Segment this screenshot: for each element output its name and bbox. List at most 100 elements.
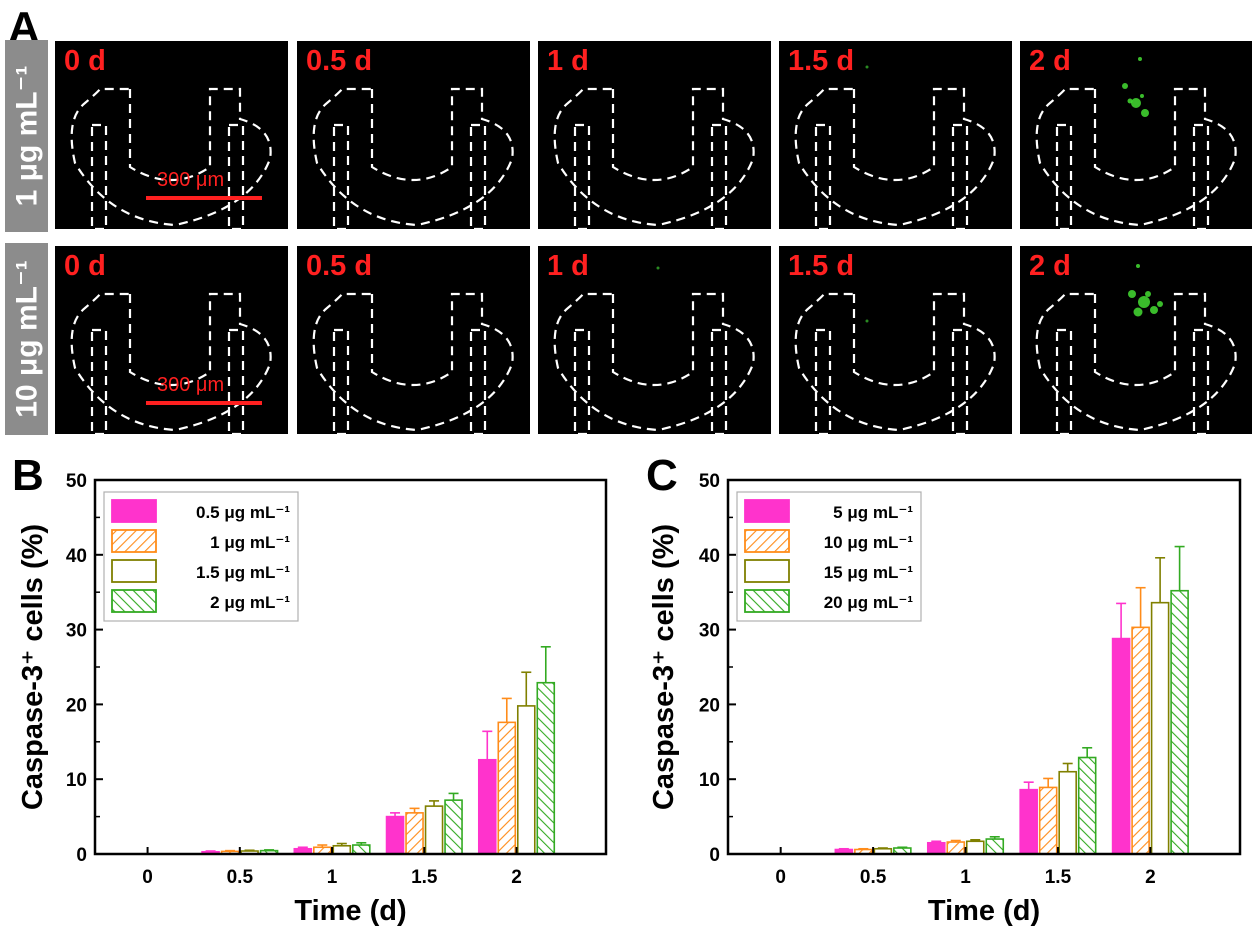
time-label: 1 d	[547, 250, 589, 282]
y-tick-label: 10	[699, 770, 720, 791]
legend-swatch	[744, 499, 790, 523]
time-label: 1.5 d	[788, 45, 855, 77]
legend-label: 5 μg mL⁻¹	[833, 503, 913, 522]
bar	[1131, 626, 1150, 855]
legend-label: 10 μg mL⁻¹	[824, 533, 914, 552]
x-tick-label: 1.5	[1045, 867, 1072, 888]
bar	[1038, 786, 1058, 855]
y-tick-label: 40	[699, 546, 720, 567]
tissue-outline	[553, 87, 755, 229]
x-axis-label: Time (d)	[294, 895, 406, 927]
y-axis-label: Caspase-3⁺ cells (%)	[648, 524, 680, 810]
x-tick-label: 1	[960, 867, 971, 888]
legend-swatch	[744, 529, 790, 553]
x-tick-label: 0.5	[227, 867, 254, 888]
legend-swatch	[111, 589, 157, 613]
bar	[926, 841, 946, 855]
tissue-outline	[794, 65, 996, 229]
legend-label: 1 μg mL⁻¹	[210, 533, 290, 552]
y-tick-label: 0	[709, 845, 720, 866]
bar	[405, 812, 424, 855]
tissue-outline	[1035, 264, 1237, 434]
row-label-text: 10 μg mL⁻¹	[10, 260, 43, 418]
x-tick-label: 2	[511, 867, 522, 888]
bar	[1111, 637, 1131, 855]
legend-swatch	[744, 559, 790, 583]
tissue-outline	[794, 292, 996, 434]
tissue-outline	[70, 87, 272, 229]
plot-frame	[726, 478, 1242, 856]
bar	[965, 840, 985, 855]
bar	[385, 815, 405, 855]
legend-swatch	[744, 589, 790, 613]
y-tick-label: 30	[66, 621, 87, 642]
plot-frame	[93, 478, 608, 856]
bar	[985, 838, 1005, 855]
y-tick-label: 50	[699, 471, 720, 492]
scale-bar-label: 300 μm	[157, 374, 225, 396]
x-axis-label: Time (d)	[928, 895, 1040, 927]
x-tick-label: 0	[775, 867, 786, 888]
legend-swatch	[111, 559, 157, 583]
micrograph-tile: 1 d	[538, 246, 771, 434]
tissue-outline	[553, 266, 755, 434]
bar	[352, 844, 371, 855]
micrograph-tile: 2 d	[1020, 246, 1252, 434]
time-label: 1 d	[547, 45, 589, 77]
micrograph-tile: 1 d	[538, 41, 771, 229]
x-tick-label: 1	[327, 867, 338, 888]
scale-bar	[146, 196, 262, 200]
bar	[1077, 756, 1097, 855]
panel-letter-c: C	[646, 451, 678, 500]
chart-b: 0 0.5 1 1.5 2 0 10 20 30 40 50 Time (d) Caspase-3⁺ c…	[0, 458, 625, 927]
bar	[1058, 770, 1077, 855]
bar	[1150, 601, 1170, 855]
y-tick-label: 20	[66, 695, 87, 716]
y-tick-label: 10	[66, 770, 87, 791]
scale-bar-label: 300 μm	[157, 169, 225, 191]
micrograph-tile: 2 d	[1020, 41, 1252, 229]
y-axis-label: Caspase-3⁺ cells (%)	[17, 524, 49, 810]
bar	[444, 799, 463, 855]
scale-bar	[146, 401, 262, 405]
panel-letter-b: B	[12, 451, 44, 500]
micrograph-tile: 0.5 d	[297, 246, 530, 434]
bar	[946, 841, 966, 855]
bar	[1170, 589, 1189, 855]
time-label: 2 d	[1029, 45, 1071, 77]
y-tick-label: 50	[66, 471, 87, 492]
y-tick-label: 0	[76, 845, 87, 866]
legend-label: 1.5 μg mL⁻¹	[196, 563, 290, 582]
row-label-2: 10 μg mL⁻¹	[5, 243, 48, 435]
legend-label: 20 μg mL⁻¹	[824, 593, 914, 612]
legend-swatch	[111, 499, 157, 523]
legend-label: 15 μg mL⁻¹	[824, 563, 914, 582]
bar	[497, 721, 517, 855]
tissue-outline	[312, 292, 514, 434]
time-label: 0 d	[64, 250, 106, 282]
x-tick-label: 0.5	[860, 867, 887, 888]
micrograph-tile: 0 d 300 μm	[55, 41, 288, 229]
x-tick-label: 0	[142, 867, 153, 888]
time-label: 0.5 d	[306, 250, 373, 282]
bar	[477, 758, 497, 855]
chart-c: 0 0.5 1 1.5 2 0 10 20 30 40 50 Time (d) Caspase-3⁺ c…	[630, 458, 1250, 927]
legend-label: 2 μg mL⁻¹	[210, 593, 290, 612]
row-label-text: 1 μg mL⁻¹	[10, 65, 43, 207]
time-label: 0 d	[64, 45, 106, 77]
micrograph-tile: 0 d 300 μm	[55, 246, 288, 434]
x-tick-label: 2	[1145, 867, 1156, 888]
y-tick-label: 40	[66, 546, 87, 567]
tissue-outline	[70, 292, 272, 434]
bar	[1019, 788, 1038, 855]
bar	[536, 681, 556, 855]
y-tick-label: 30	[699, 621, 720, 642]
micrograph-tile: 1.5 d	[779, 41, 1012, 229]
time-label: 2 d	[1029, 250, 1071, 282]
row-label-1: 1 μg mL⁻¹	[5, 40, 48, 232]
x-tick-label: 1.5	[411, 867, 438, 888]
legend-swatch	[111, 529, 157, 553]
micrograph-tile: 0.5 d	[297, 41, 530, 229]
